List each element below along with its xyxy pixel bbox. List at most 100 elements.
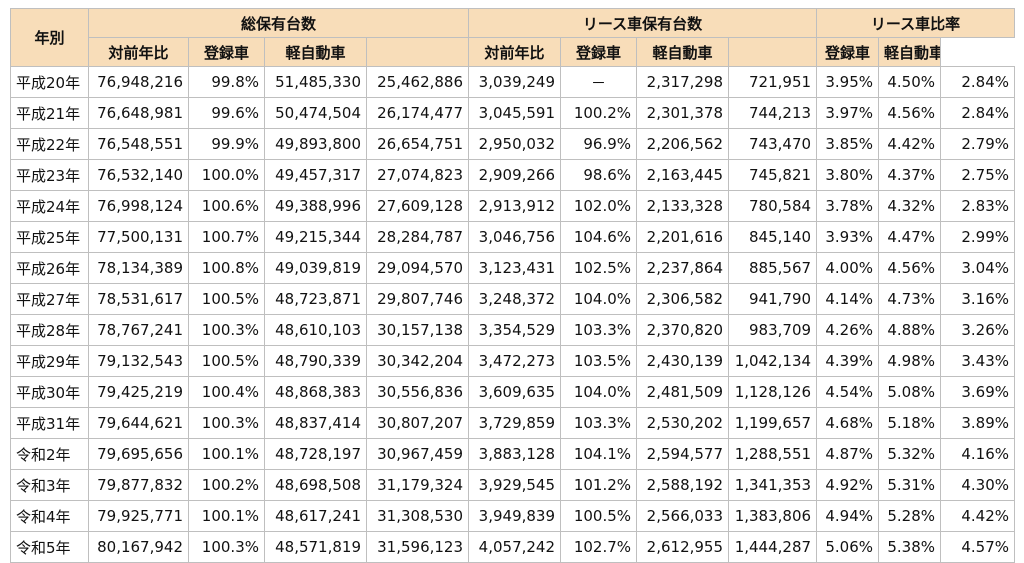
cell-ratio-total: 3.80% xyxy=(816,159,880,191)
cell-total: 79,877,832 xyxy=(88,469,189,501)
cell-ratio-total: 4.14% xyxy=(816,283,880,315)
cell-ratio-kei: 4.16% xyxy=(940,438,1016,470)
cell-total-yoy: 100.1% xyxy=(188,438,265,470)
cell-lease-registered: 2,530,202 xyxy=(636,407,730,439)
cell-ratio-registered: 4.56% xyxy=(878,252,942,284)
header-ratio-registered: 登録車 xyxy=(816,37,880,67)
header-total-kei: 軽自動車 xyxy=(264,37,367,67)
cell-total: 76,998,124 xyxy=(88,190,189,222)
cell-total-yoy: 100.3% xyxy=(188,531,265,563)
cell-ratio-registered: 5.18% xyxy=(878,407,942,439)
cell-year: 平成29年 xyxy=(10,345,89,377)
cell-ratio-total: 4.94% xyxy=(816,500,880,532)
cell-lease-total: 3,248,372 xyxy=(468,283,562,315)
cell-ratio-total: 3.97% xyxy=(816,97,880,129)
cell-lease-total: 3,039,249 xyxy=(468,66,562,98)
table-row: 平成23年 76,532,140 100.0% 49,457,317 27,074,82… xyxy=(10,159,1016,191)
cell-total-registered: 48,790,339 xyxy=(264,345,367,377)
cell-ratio-kei: 4.30% xyxy=(940,469,1016,501)
cell-total-kei: 31,596,123 xyxy=(365,531,470,563)
cell-lease-total: 3,472,273 xyxy=(468,345,562,377)
cell-lease-registered: 2,201,616 xyxy=(636,221,730,253)
cell-ratio-kei: 2.84% xyxy=(940,97,1016,129)
cell-lease-kei: 983,709 xyxy=(728,314,818,346)
cell-lease-kei: 1,199,657 xyxy=(728,407,818,439)
cell-ratio-total: 4.92% xyxy=(816,469,880,501)
cell-ratio-kei: 3.26% xyxy=(940,314,1016,346)
cell-ratio-total: 4.00% xyxy=(816,252,880,284)
cell-lease-yoy: 104.6% xyxy=(560,221,638,253)
cell-total-kei: 30,157,138 xyxy=(365,314,470,346)
cell-lease-yoy: 100.2% xyxy=(560,97,638,129)
cell-lease-kei: 1,288,551 xyxy=(728,438,818,470)
cell-lease-registered: 2,306,582 xyxy=(636,283,730,315)
cell-total-kei: 30,967,459 xyxy=(365,438,470,470)
cell-lease-total: 3,609,635 xyxy=(468,376,562,408)
cell-total-registered: 50,474,504 xyxy=(264,97,367,129)
table-row: 平成30年 79,425,219 100.4% 48,868,383 30,556,83… xyxy=(10,376,1016,408)
cell-lease-registered: 2,237,864 xyxy=(636,252,730,284)
cell-ratio-registered: 4.50% xyxy=(878,66,942,98)
cell-total-kei: 31,179,324 xyxy=(365,469,470,501)
cell-year: 平成26年 xyxy=(10,252,89,284)
cell-lease-yoy: 102.0% xyxy=(560,190,638,222)
cell-ratio-registered: 4.37% xyxy=(878,159,942,191)
cell-lease-kei: 845,140 xyxy=(728,221,818,253)
cell-total-registered: 48,610,103 xyxy=(264,314,367,346)
cell-lease-yoy: 96.9% xyxy=(560,128,638,160)
table-row: 令和3年 79,877,832 100.2% 48,698,508 31,179,324… xyxy=(10,469,1016,501)
cell-lease-kei: 1,383,806 xyxy=(728,500,818,532)
cell-year: 平成25年 xyxy=(10,221,89,253)
cell-total-yoy: 100.3% xyxy=(188,407,265,439)
cell-total: 78,531,617 xyxy=(88,283,189,315)
cell-total-yoy: 100.1% xyxy=(188,500,265,532)
cell-ratio-registered: 4.88% xyxy=(878,314,942,346)
cell-lease-yoy: 103.3% xyxy=(560,407,638,439)
cell-total-yoy: 100.7% xyxy=(188,221,265,253)
header-ratio-kei: 軽自動車 xyxy=(878,37,942,67)
header-row-sub: 対前年比 登録車 軽自動車 対前年比 登録車 軽自動車 登録車 軽自動車 xyxy=(11,37,1015,67)
cell-year: 平成24年 xyxy=(10,190,89,222)
table-row: 平成29年 79,132,543 100.5% 48,790,339 30,342,20… xyxy=(10,345,1016,377)
cell-year: 令和2年 xyxy=(10,438,89,470)
cell-lease-kei: 1,341,353 xyxy=(728,469,818,501)
cell-lease-registered: 2,594,577 xyxy=(636,438,730,470)
cell-total-yoy: 100.8% xyxy=(188,252,265,284)
table-body: 平成20年 76,948,216 99.8% 51,485,330 25,462,886… xyxy=(10,66,1016,563)
header-ratio-blank xyxy=(728,37,818,67)
cell-ratio-registered: 5.38% xyxy=(878,531,942,563)
cell-lease-total: 3,929,545 xyxy=(468,469,562,501)
table-row: 平成21年 76,648,981 99.6% 50,474,504 26,174,477… xyxy=(10,97,1016,129)
cell-ratio-registered: 4.42% xyxy=(878,128,942,160)
cell-lease-total: 3,045,591 xyxy=(468,97,562,129)
cell-ratio-kei: 2.83% xyxy=(940,190,1016,222)
cell-ratio-total: 3.93% xyxy=(816,221,880,253)
table-row: 令和2年 79,695,656 100.1% 48,728,197 30,967,459… xyxy=(10,438,1016,470)
cell-total: 76,648,981 xyxy=(88,97,189,129)
cell-ratio-kei: 3.69% xyxy=(940,376,1016,408)
cell-lease-registered: 2,370,820 xyxy=(636,314,730,346)
cell-total: 79,132,543 xyxy=(88,345,189,377)
cell-lease-kei: 885,567 xyxy=(728,252,818,284)
cell-total-registered: 48,837,414 xyxy=(264,407,367,439)
cell-lease-kei: 941,790 xyxy=(728,283,818,315)
cell-total-kei: 30,342,204 xyxy=(365,345,470,377)
table-row: 平成28年 78,767,241 100.3% 48,610,103 30,157,13… xyxy=(10,314,1016,346)
cell-lease-total: 3,123,431 xyxy=(468,252,562,284)
cell-total: 76,948,216 xyxy=(88,66,189,98)
cell-total-kei: 26,174,477 xyxy=(365,97,470,129)
table-row: 平成22年 76,548,551 99.9% 49,893,800 26,654,751… xyxy=(10,128,1016,160)
cell-ratio-total: 3.95% xyxy=(816,66,880,98)
header-lease-registered: 登録車 xyxy=(560,37,638,67)
cell-lease-registered: 2,301,378 xyxy=(636,97,730,129)
cell-ratio-kei: 4.57% xyxy=(940,531,1016,563)
cell-year: 平成31年 xyxy=(10,407,89,439)
cell-total-kei: 30,807,207 xyxy=(365,407,470,439)
cell-lease-registered: 2,481,509 xyxy=(636,376,730,408)
cell-total-kei: 30,556,836 xyxy=(365,376,470,408)
cell-ratio-registered: 4.98% xyxy=(878,345,942,377)
cell-total: 79,644,621 xyxy=(88,407,189,439)
cell-total: 79,695,656 xyxy=(88,438,189,470)
cell-total: 76,532,140 xyxy=(88,159,189,191)
cell-total-kei: 25,462,886 xyxy=(365,66,470,98)
